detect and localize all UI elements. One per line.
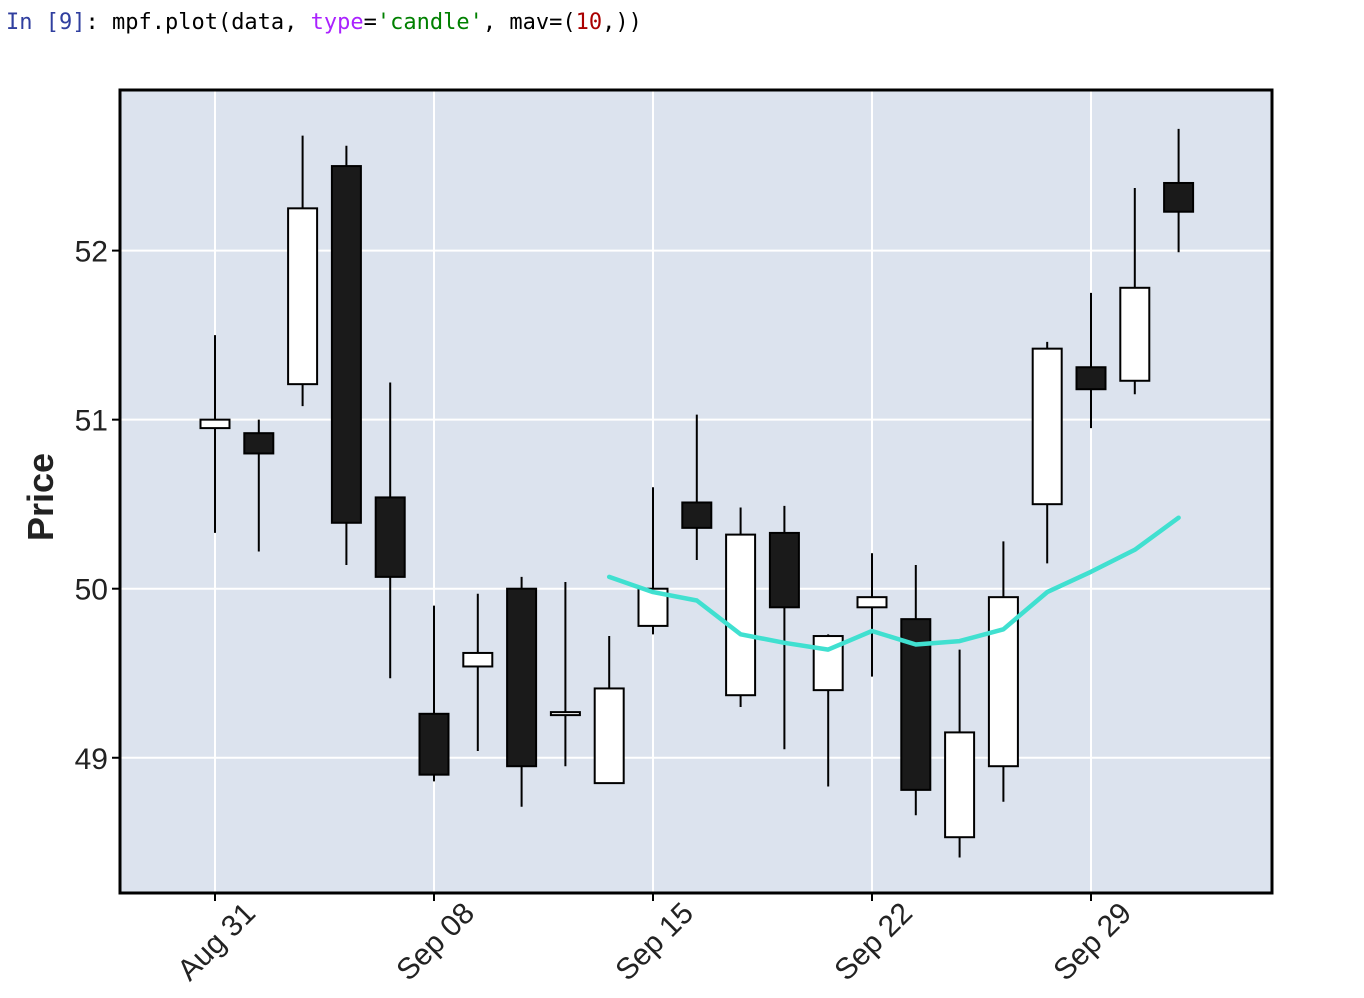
- candle: [681, 414, 713, 560]
- mav-line: [606, 515, 1181, 652]
- candle: [725, 507, 757, 708]
- x-tick-label: Sep 22: [828, 897, 919, 988]
- candle: [900, 565, 932, 816]
- candle-body-up: [199, 418, 231, 430]
- x-axis-ticks: Aug 31 Sep 08 Sep 15 Sep 22 Sep 29: [171, 893, 1138, 987]
- plot-frame: [118, 88, 1274, 895]
- candle: [549, 581, 581, 767]
- x-tick-label: Aug 31: [171, 897, 262, 988]
- candle-body-down: [1075, 366, 1107, 391]
- code-suffix: ,)): [602, 10, 642, 35]
- candle: [1163, 128, 1195, 253]
- candle: [330, 145, 362, 566]
- y-axis-label: Price: [20, 453, 61, 541]
- candle-body-down: [243, 432, 275, 455]
- candle: [768, 505, 800, 750]
- candle-body-up: [549, 711, 581, 717]
- candle: [506, 576, 538, 807]
- candle-body-up: [944, 731, 976, 839]
- code-equals: =: [363, 10, 377, 35]
- candle: [243, 419, 275, 552]
- cell-prompt-colon: :: [85, 10, 112, 35]
- candle: [637, 487, 669, 635]
- candle-body-down: [681, 501, 713, 529]
- candle: [944, 649, 976, 858]
- cell-prompt: In [9]: [6, 10, 86, 35]
- candle: [987, 541, 1019, 802]
- code-keyword: type: [310, 10, 364, 35]
- code-number: 10: [575, 10, 603, 35]
- candle: [418, 605, 450, 782]
- candle-body-down: [768, 531, 800, 609]
- candle: [1075, 292, 1107, 429]
- candle-body-down: [506, 587, 538, 768]
- candle-body-up: [725, 533, 757, 697]
- y-axis-ticks: 49 50 51 52: [75, 236, 120, 776]
- candle-body-up: [1031, 347, 1063, 506]
- code-prefix: mpf.plot(data,: [111, 10, 311, 35]
- candle: [856, 553, 888, 677]
- candles: [199, 128, 1195, 858]
- candle-body-up: [987, 596, 1019, 768]
- candle: [374, 382, 406, 679]
- candle-body-down: [374, 496, 406, 578]
- candle-body-down: [330, 165, 362, 524]
- candle-body-up: [462, 651, 494, 668]
- candle: [462, 593, 494, 751]
- candle: [1031, 341, 1063, 564]
- candle: [1119, 188, 1151, 395]
- candle: [287, 135, 319, 407]
- candle: [593, 636, 625, 785]
- y-tick-label: 49: [75, 743, 108, 776]
- candle-body-down: [1163, 181, 1195, 213]
- moving-average: [606, 515, 1181, 652]
- y-tick-label: 51: [75, 405, 108, 438]
- candle: [199, 335, 231, 533]
- code-mid: , mav=(: [482, 10, 576, 35]
- candle-body-down: [900, 618, 932, 791]
- code-cell-input[interactable]: In [9]: mpf.plot(data, type='candle', ma…: [6, 10, 642, 35]
- x-tick-label: Sep 29: [1047, 897, 1138, 988]
- code-string: 'candle': [376, 10, 483, 35]
- candle-body-down: [418, 712, 450, 776]
- y-tick-label: 52: [75, 236, 108, 269]
- candle-body-up: [856, 596, 888, 609]
- candle-body-up: [593, 687, 625, 785]
- x-tick-label: Sep 08: [390, 897, 481, 988]
- candle-body-up: [1119, 286, 1151, 382]
- x-tick-label: Sep 15: [609, 897, 700, 988]
- candle-body-up: [287, 207, 319, 386]
- y-tick-label: 50: [75, 574, 108, 607]
